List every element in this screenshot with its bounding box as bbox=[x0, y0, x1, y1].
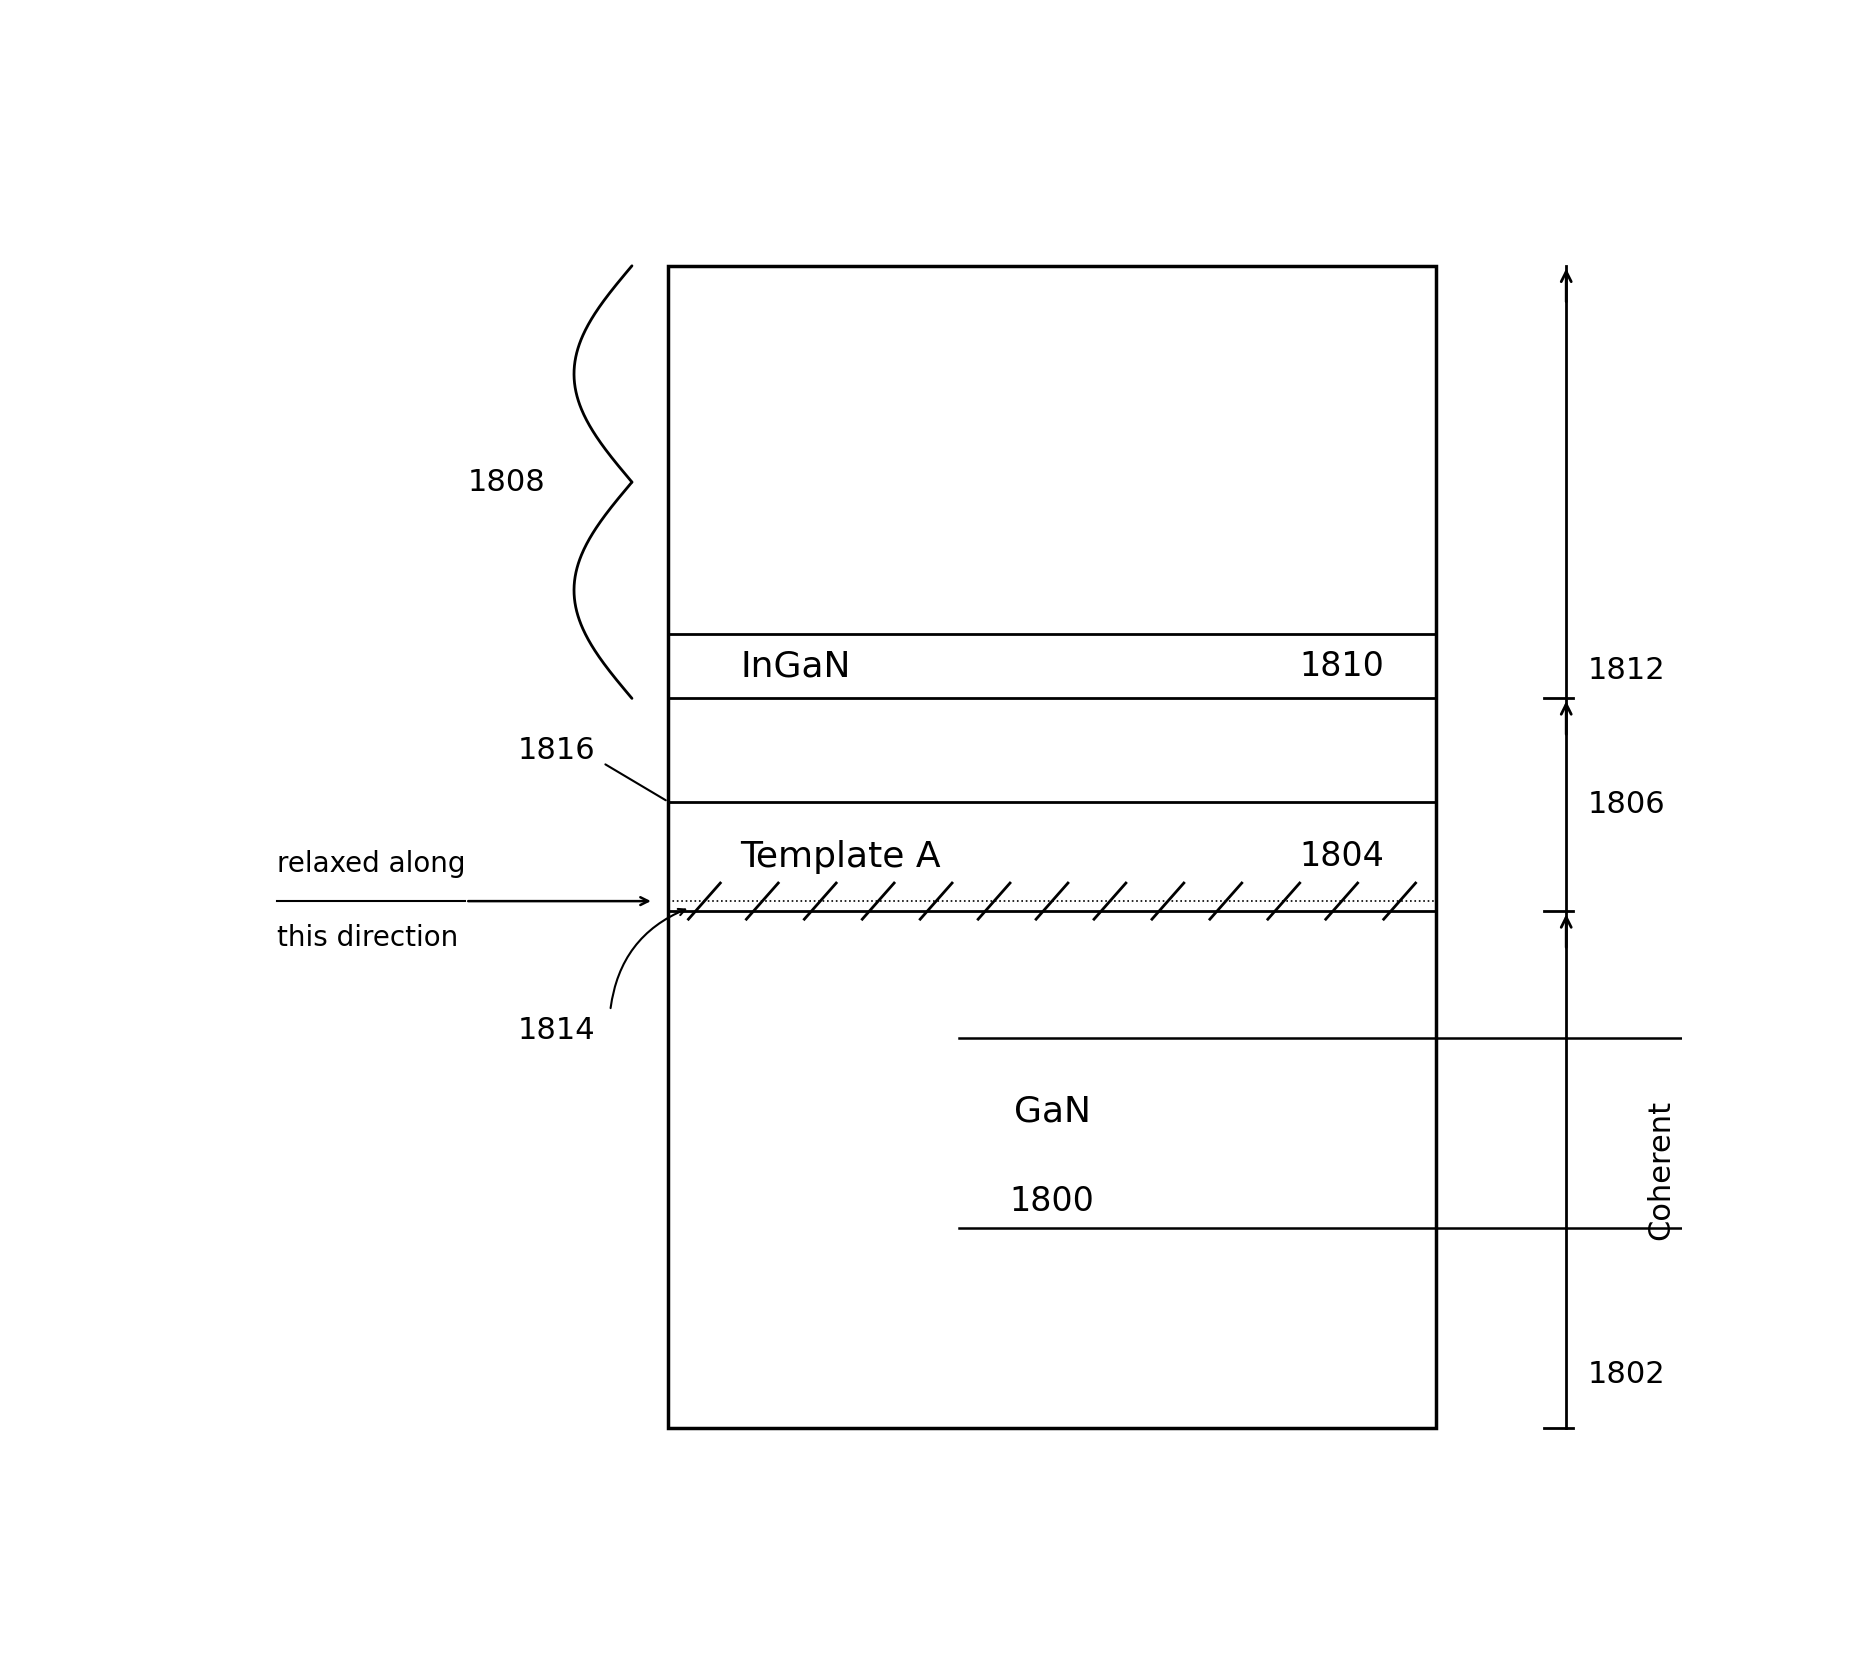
Text: 1806: 1806 bbox=[1589, 790, 1665, 820]
Text: Template A: Template A bbox=[740, 840, 942, 874]
Text: InGaN: InGaN bbox=[740, 649, 850, 683]
Text: 1804: 1804 bbox=[1299, 840, 1385, 874]
Text: this direction: this direction bbox=[277, 924, 458, 953]
Text: 1814: 1814 bbox=[518, 1016, 596, 1045]
Text: 1812: 1812 bbox=[1589, 656, 1665, 686]
Text: GaN: GaN bbox=[1013, 1095, 1090, 1129]
Bar bbox=[669, 267, 1435, 1429]
Text: 1810: 1810 bbox=[1299, 649, 1385, 683]
Text: 1816: 1816 bbox=[518, 736, 596, 765]
Text: 1808: 1808 bbox=[467, 468, 546, 496]
Text: 1802: 1802 bbox=[1589, 1360, 1665, 1389]
Text: relaxed along: relaxed along bbox=[277, 850, 465, 877]
Text: 1800: 1800 bbox=[1009, 1186, 1095, 1219]
Text: Coherent: Coherent bbox=[1647, 1100, 1675, 1239]
